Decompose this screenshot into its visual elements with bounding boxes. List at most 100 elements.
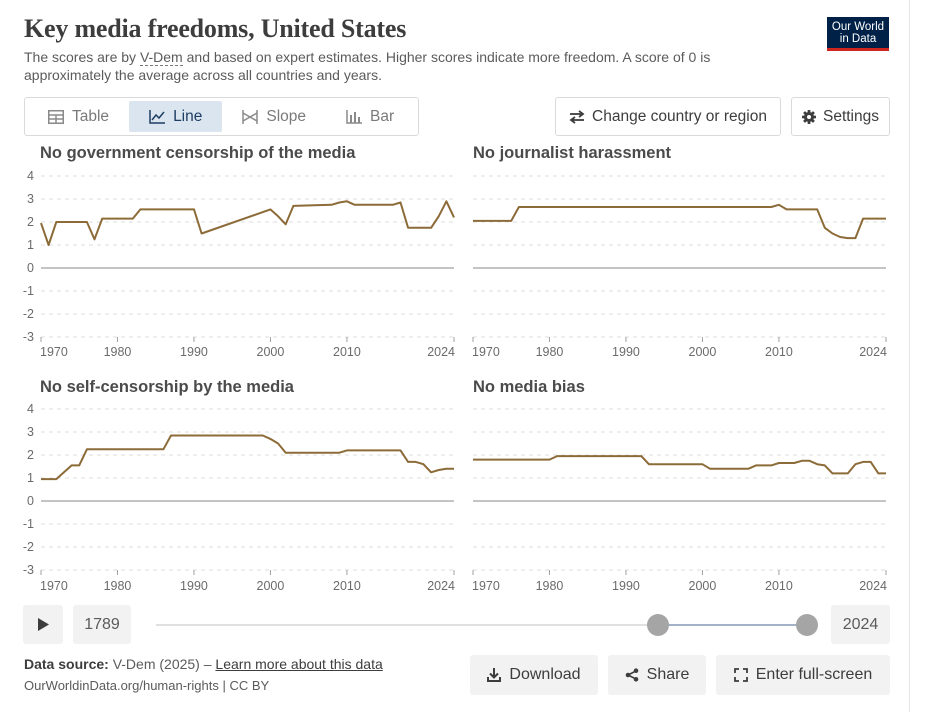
tab-slope[interactable]: Slope (222, 101, 326, 132)
x-tick-label: 2024 (859, 345, 887, 359)
line-chart-icon (149, 109, 166, 124)
x-tick-label: 1970 (472, 579, 500, 593)
x-tick-label: 1990 (180, 579, 208, 593)
y-tick-label: 4 (27, 402, 34, 416)
x-tick-label: 2000 (689, 345, 717, 359)
timeline-start-handle[interactable] (646, 614, 669, 636)
x-tick-label: 1980 (536, 345, 564, 359)
tab-slope-label: Slope (266, 107, 307, 125)
tab-table[interactable]: Table (28, 101, 129, 132)
tab-bar[interactable]: Bar (326, 101, 414, 132)
chart-subtitle: The scores are by V-Dem and based on exp… (24, 48, 784, 84)
y-tick-label: -1 (23, 517, 34, 531)
table-icon (48, 109, 64, 124)
subtitle-pre: The scores are by (24, 49, 140, 65)
series-line (473, 203, 886, 240)
x-tick-label: 2024 (859, 579, 887, 593)
source-label: Data source: (24, 656, 109, 672)
share-icon (625, 668, 638, 682)
tab-line-label: Line (173, 107, 203, 125)
learn-more-link[interactable]: Learn more about this data (215, 656, 383, 672)
y-tick-label: 3 (27, 192, 34, 206)
x-tick-label: 1980 (104, 579, 132, 593)
y-tick-label: 1 (27, 471, 34, 485)
y-tick-label: 0 (27, 494, 34, 508)
gear-icon (801, 109, 816, 124)
vdem-link[interactable]: V-Dem (139, 49, 183, 66)
y-tick-label: -2 (23, 540, 34, 554)
panel-title-government-censorship: No government censorship of the media (40, 144, 356, 162)
tab-table-label: Table (72, 107, 110, 125)
swap-arrows-icon (569, 109, 585, 124)
owid-logo[interactable]: Our World in Data (827, 17, 889, 51)
x-tick-label: 1980 (536, 579, 564, 593)
change-country-button[interactable]: Change country or region (555, 97, 781, 136)
y-tick-label: 4 (27, 169, 34, 183)
x-tick-label: 2010 (765, 579, 793, 593)
timeline-track[interactable] (156, 624, 811, 626)
expand-icon (733, 668, 748, 682)
panel-title-self-censorship: No self-censorship by the media (40, 378, 294, 396)
y-tick-label: -3 (23, 330, 34, 344)
x-tick-label: 2000 (689, 579, 717, 593)
y-tick-label: 3 (27, 425, 34, 439)
subtitle-post: and based on expert estimates. Higher sc… (24, 49, 711, 83)
timeline-end-handle[interactable] (796, 614, 818, 636)
share-label: Share (646, 666, 690, 683)
fullscreen-button[interactable]: Enter full-screen (716, 655, 890, 695)
change-country-label: Change country or region (592, 107, 767, 125)
x-tick-label: 1990 (612, 345, 640, 359)
series-line (473, 455, 886, 475)
x-tick-label: 2010 (333, 579, 361, 593)
share-button[interactable]: Share (608, 655, 706, 695)
x-tick-label: 2010 (765, 345, 793, 359)
download-button[interactable]: Download (470, 655, 598, 695)
x-tick-label: 1970 (40, 345, 68, 359)
x-tick-label: 2000 (257, 345, 285, 359)
timeline-selected-range (657, 624, 807, 626)
source-text: V-Dem (2025) – (108, 656, 216, 672)
timeline-end-year[interactable]: 2024 (831, 605, 890, 644)
download-icon (487, 668, 502, 682)
x-tick-label: 2024 (427, 579, 455, 593)
y-tick-label: 0 (27, 261, 34, 275)
tab-line[interactable]: Line (129, 101, 223, 132)
logo-line-2: in Data (839, 33, 877, 45)
x-tick-label: 1980 (104, 345, 132, 359)
x-tick-label: 1970 (40, 579, 68, 593)
y-tick-label: 2 (27, 215, 34, 229)
timeline-start-year[interactable]: 1789 (73, 605, 131, 644)
x-tick-label: 2000 (257, 579, 285, 593)
play-icon (38, 618, 49, 631)
play-button[interactable] (23, 605, 63, 644)
x-tick-label: 1970 (472, 345, 500, 359)
chart-header: Key media freedoms, United States The sc… (24, 14, 804, 84)
x-tick-label: 2024 (427, 345, 455, 359)
series-line (40, 200, 455, 246)
tab-bar-label: Bar (370, 107, 395, 125)
x-tick-label: 1990 (612, 579, 640, 593)
y-tick-label: -2 (23, 307, 34, 321)
y-tick-label: -1 (23, 284, 34, 298)
y-tick-label: -3 (23, 563, 34, 577)
x-tick-label: 2010 (333, 345, 361, 359)
x-tick-label: 1990 (180, 345, 208, 359)
bar-chart-icon (346, 109, 363, 124)
y-tick-label: 1 (27, 238, 34, 252)
frame-edge (909, 0, 910, 712)
fullscreen-label: Enter full-screen (755, 666, 873, 683)
logo-line-1: Our World (831, 21, 885, 33)
chart-title: Key media freedoms, United States (24, 14, 407, 43)
download-label: Download (509, 666, 581, 683)
url-license[interactable]: OurWorldinData.org/human-rights | CC BY (24, 678, 270, 693)
y-tick-label: 2 (27, 448, 34, 462)
chart-type-tabs: Table Line Slope Bar (24, 97, 419, 136)
data-source: Data source: V-Dem (2025) – Learn more a… (24, 656, 383, 672)
settings-label: Settings (822, 107, 879, 125)
slope-chart-icon (242, 109, 259, 124)
settings-button[interactable]: Settings (791, 97, 890, 136)
series-line (41, 434, 454, 481)
panel-title-media-bias: No media bias (473, 378, 585, 396)
panel-title-journalist-harassment: No journalist harassment (473, 144, 672, 162)
